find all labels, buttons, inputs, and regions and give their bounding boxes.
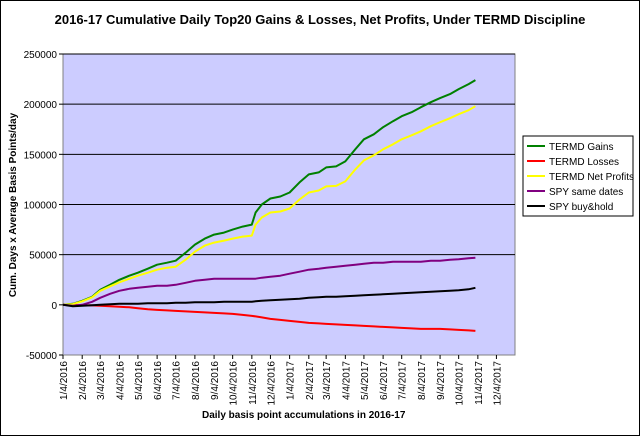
x-tick-label: 1/4/2016 [59,361,70,400]
legend-label-termd-gains: TERMD Gains [549,142,613,153]
x-axis-title: Daily basis point accumulations in 2016-… [202,410,406,421]
y-tick-label: 100000 [24,201,58,212]
x-tick-label: 3/4/2016 [96,361,107,400]
x-tick-label: 4/4/2016 [115,361,126,400]
x-tick-label: 11/4/2016 [248,361,259,405]
series-line-spy-same-dates [62,256,476,307]
series-line-termd-net-profits [62,105,476,306]
y-tick-label: 50000 [29,251,57,262]
series-line-termd-gains [62,79,476,306]
y-tick-label: 0 [51,301,57,312]
x-tick-label: 6/4/2016 [153,361,164,400]
x-tick-label: 11/4/2017 [474,361,485,405]
legend-label-termd-net-profits: TERMD Net Profits [549,172,634,183]
legend-label-termd-losses: TERMD Losses [549,157,619,168]
x-tick-label: 7/4/2016 [172,361,183,400]
x-tick-label: 3/4/2017 [322,361,333,400]
x-tick-label: 4/4/2017 [341,361,352,400]
x-tick-label: 7/4/2017 [398,361,409,400]
x-tick-label: 10/4/2016 [229,361,240,406]
legend-label-spy-same-dates: SPY same dates [549,187,623,198]
x-tick-label: 12/4/2016 [266,361,277,406]
x-tick-label: 1/4/2017 [286,361,297,400]
chart-title: 2016-17 Cumulative Daily Top20 Gains & L… [55,12,586,27]
y-tick-label: 150000 [24,150,58,161]
x-tick-label: 10/4/2017 [455,361,466,406]
x-tick-label: 8/4/2017 [417,361,428,400]
y-tick-label: -50000 [26,351,58,362]
x-tick-label: 9/4/2016 [210,361,221,400]
y-tick-label: 200000 [24,100,58,111]
x-tick-label: 6/4/2017 [379,361,390,400]
x-tick-label: 8/4/2016 [191,361,202,400]
x-tick-label: 9/4/2017 [436,361,447,400]
series-layer [62,79,476,332]
y-axis-title: Cum. Days x Average Basis Points/day [8,112,19,297]
x-tick-label: 2/4/2017 [305,361,316,400]
x-tick-label: 12/4/2017 [492,361,503,406]
legend: TERMD Gains TERMD Losses TERMD Net Profits… [522,135,634,217]
legend-label-spy-buy-hold: SPY buy&hold [549,202,613,213]
x-tick-label: 5/4/2016 [134,361,145,400]
y-axis-ticks: 250000 200000 150000 100000 50000 0 -50000 [24,50,63,362]
series-line-termd-losses [62,303,476,332]
x-tick-label: 2/4/2016 [78,361,89,400]
x-axis-ticks: 1/4/2016 2/4/2016 3/4/2016 4/4/2016 5/4/2016… [59,355,503,406]
series-line-spy-buy-hold [62,286,476,308]
gridlines [63,53,515,256]
y-tick-label: 250000 [24,50,58,61]
x-tick-label: 5/4/2017 [360,361,371,400]
